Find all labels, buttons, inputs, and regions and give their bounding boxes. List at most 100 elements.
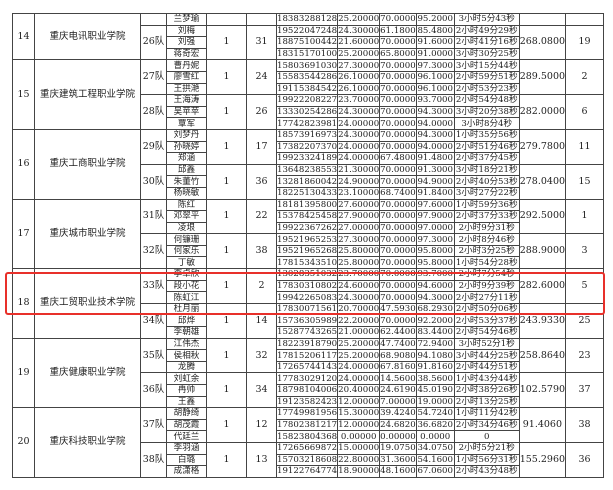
score-2: 70.0000 [379, 198, 417, 212]
score-sum: 93.7000 [415, 94, 455, 107]
member-phone: 17742823981 [275, 117, 339, 130]
team-total: 278.0400 [518, 163, 567, 200]
time-used: 2小时13分25秒 [453, 395, 520, 409]
score-2: 0.00000 [379, 430, 417, 443]
score-1: 20.40000 [337, 384, 381, 397]
member-phone: 19942265083 [275, 291, 339, 304]
score-1: 25.80000 [337, 256, 381, 270]
table-row: 侯相秋 17815206117 25.20000 68.9080 94.1080 3小时4… [13, 349, 604, 362]
member-name: 侯相秋 [166, 349, 207, 362]
score-sum: 94.0000 [415, 140, 455, 154]
score-2: 47.7400 [379, 337, 417, 351]
team-count: 38 [246, 233, 277, 270]
team-label: 27队 [140, 59, 167, 96]
table-row: 朱董竹 13281860042 24.90000 70.0000 94.9000 2小时4… [13, 175, 604, 188]
member-name: 丁敏 [166, 256, 207, 270]
member-phone: 13028351032 [275, 268, 339, 281]
team-count [246, 13, 277, 26]
score-1: 24.00000 [337, 140, 381, 154]
score-sum: 67.0600 [415, 465, 455, 478]
member-phone: 17802381217 [275, 418, 339, 432]
table-row: 孙晓婷 17382207370 24.00000 70.0000 94.0000 2小时5… [13, 140, 604, 154]
table-row: 28队 王海涛 1 26 19922208227 23.70000 70.0000 93.70… [13, 94, 605, 130]
team-flag: 1 [206, 198, 247, 235]
team-total: 102.5790 [518, 372, 567, 409]
team-rank: 11 [565, 128, 605, 165]
time-used: 2小时27分11秒 [453, 291, 520, 304]
score-sum: 34.0750 [415, 441, 455, 455]
score-1: 25.20000 [337, 337, 381, 351]
score-1: 22.80000 [337, 453, 381, 467]
table-row: 凌垠 19922367262 27.00000 70.0000 97.0000 2小时9分… [13, 221, 604, 235]
member-phone: 15378425458 [275, 210, 339, 223]
member-name: 白璐 [166, 453, 207, 467]
time-used: 2小时38分26秒 [453, 384, 520, 397]
score-2: 70.0000 [379, 210, 417, 223]
member-phone: 15736305989 [275, 314, 339, 328]
score-1: 27.60000 [337, 198, 381, 212]
time-used: 2小时50分06秒 [453, 302, 520, 316]
score-1: 24.30000 [337, 291, 381, 304]
score-1: 24.00000 [337, 360, 381, 374]
score-1: 0.00000 [337, 430, 381, 443]
team-total: 243.9330 [518, 302, 567, 339]
score-sum: 68.2930 [415, 302, 455, 316]
school-name: 重庆工贸职业技术学院 [34, 268, 141, 339]
score-1: 20.70000 [337, 302, 381, 316]
member-phone: 15703218608 [275, 453, 339, 467]
time-used: 3小时8分4秒 [453, 117, 520, 130]
time-used: 2小时53分23秒 [453, 82, 520, 96]
score-2: 39.4240 [379, 407, 417, 420]
score-1: 24.00000 [337, 372, 381, 385]
score-sum: 83.4400 [415, 326, 455, 339]
table-row: 蒋奇宏 18315170100 25.20000 65.8000 91.0000 3小时3… [13, 47, 604, 61]
score-sum: 91.8400 [415, 186, 455, 200]
table-row: 刘强 18875100442 21.60000 70.0000 91.6000 2小时41… [13, 36, 604, 49]
time-used: 2小时40分53秒 [453, 175, 520, 188]
member-name: 王海涛 [166, 94, 207, 107]
team-flag: 1 [206, 372, 247, 409]
score-2: 70.0000 [379, 314, 417, 328]
score-1: 24.30000 [337, 24, 381, 38]
table-row: 38队 李羽涵 1 13 17265669872 15.00000 19.0750 34.07… [13, 441, 605, 478]
team-count: 22 [246, 198, 277, 235]
member-phone: 13330254286 [275, 105, 339, 119]
time-used: 2小时7分54秒 [453, 268, 520, 281]
school-number: 15 [12, 59, 35, 130]
team-rank: 5 [565, 268, 605, 304]
score-1: 21.60000 [337, 36, 381, 49]
score-2: 70.0000 [379, 244, 417, 258]
score-sum: 94.3000 [415, 128, 455, 142]
score-1: 18.90000 [337, 465, 381, 478]
score-1: 24.60000 [337, 279, 381, 293]
member-name: 冉帅 [166, 384, 207, 397]
team-flag [206, 13, 247, 26]
member-phone: 18315170100 [275, 47, 339, 61]
time-used: 2小时3分25秒 [453, 244, 520, 258]
table-row: 丁敏 17815343510 25.80000 70.0000 95.8000 1小时54… [13, 256, 604, 270]
score-1: 24.00000 [337, 152, 381, 165]
team-rank [565, 13, 605, 26]
member-phone: 17265669872 [275, 441, 339, 455]
score-2: 31.3600 [379, 453, 417, 467]
score-1: 23.10000 [337, 186, 381, 200]
score-sum: 96.1000 [415, 82, 455, 96]
time-used: 2小时37分33秒 [453, 210, 520, 223]
team-label: 33队 [140, 268, 167, 304]
score-sum: 94.1080 [415, 349, 455, 362]
team-rank: 25 [565, 302, 605, 339]
school-number: 16 [12, 128, 35, 200]
score-sum: 92.2000 [415, 314, 455, 328]
member-phone: 19122764774 [275, 465, 339, 478]
score-2: 48.1600 [379, 465, 417, 478]
member-phone: 18798104006 [275, 384, 339, 397]
school-name: 重庆工商职业学院 [34, 128, 141, 200]
score-sum: 38.5600 [415, 372, 455, 385]
score-sum: 97.3000 [415, 59, 455, 72]
table-row: 17 重庆城市职业学院 31队 陈红 1 22 18181395800 27.60000 70.… [12, 198, 605, 270]
score-sum: 94.9000 [415, 175, 455, 188]
score-2: 68.7400 [379, 186, 417, 200]
score-1: 15.30000 [337, 407, 381, 420]
score-1: 12.00000 [337, 418, 381, 432]
team-label: 30队 [140, 163, 167, 200]
